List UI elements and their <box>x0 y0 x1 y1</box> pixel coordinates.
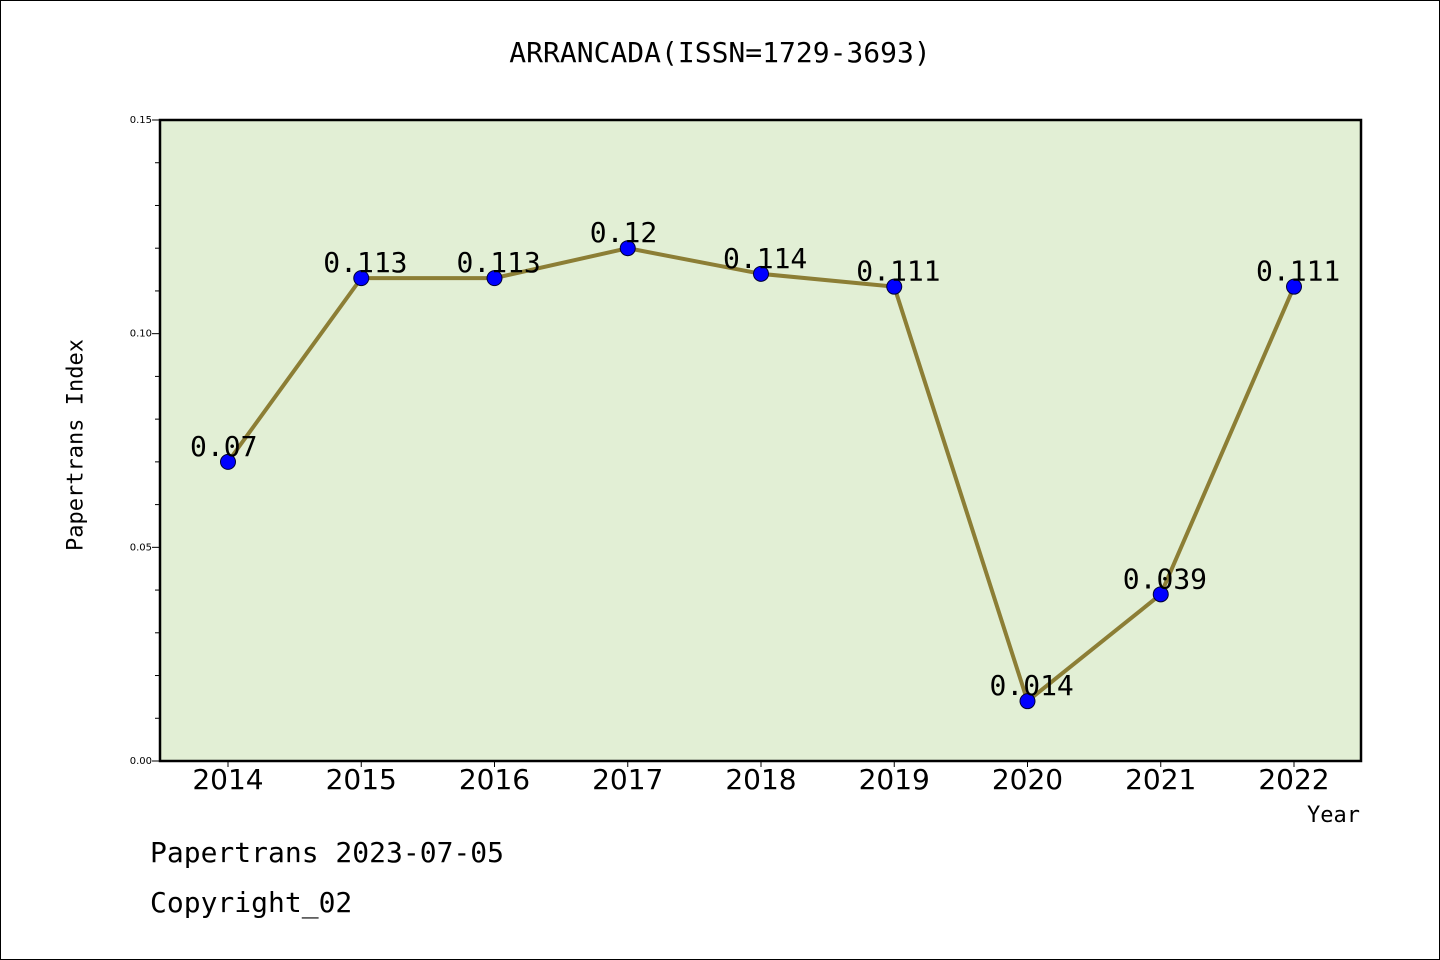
data-label: 0.113 <box>323 246 407 279</box>
x-tick-label: 2017 <box>592 763 663 796</box>
plot-area <box>160 120 1361 761</box>
series-line-segment <box>625 246 763 276</box>
data-label: 0.113 <box>457 246 541 279</box>
data-point <box>886 278 903 295</box>
footer-copyright: Copyright_02 <box>150 886 353 919</box>
x-tick-label: 2018 <box>725 763 796 796</box>
chart-title: ARRANCADA(ISSN=1729-3693) <box>509 36 931 69</box>
data-point <box>1286 278 1302 295</box>
y-tick-label: 0.05 <box>130 542 152 553</box>
x-tick-label: 2021 <box>1125 763 1196 796</box>
x-tick-label: 2014 <box>192 763 263 796</box>
series-line-segment <box>892 284 1030 704</box>
data-label: 0.014 <box>990 669 1074 702</box>
data-point <box>486 270 503 287</box>
data-point <box>220 453 236 470</box>
series-line-segment <box>759 271 897 289</box>
y-tick-label: 0.10 <box>130 329 152 340</box>
y-tick-label: 0.15 <box>130 115 152 126</box>
data-point <box>1152 586 1169 603</box>
series-line-segment <box>226 276 364 464</box>
series-line-segment <box>1025 592 1163 704</box>
x-axis-label: Year <box>1307 803 1360 828</box>
data-point <box>1019 693 1036 710</box>
data-label: 0.111 <box>1256 255 1340 288</box>
x-tick-label: 2020 <box>992 763 1063 796</box>
data-point <box>619 240 636 257</box>
data-label: 0.12 <box>590 216 657 249</box>
data-label: 0.07 <box>190 430 257 463</box>
data-label: 0.114 <box>723 242 807 275</box>
plot-border <box>158 118 1363 763</box>
x-tick-label: 2015 <box>326 763 397 796</box>
x-tick-label: 2016 <box>459 763 530 796</box>
footer-date: Papertrans 2023-07-05 <box>150 836 505 869</box>
data-label: 0.039 <box>1123 562 1207 595</box>
x-tick-label: 2022 <box>1258 763 1329 796</box>
data-point <box>353 270 370 287</box>
x-tick-label: 2019 <box>859 763 930 796</box>
data-point <box>753 265 769 282</box>
series-line-segment <box>492 246 630 281</box>
y-tick-label: 0.00 <box>130 756 152 767</box>
data-label: 0.111 <box>856 255 940 288</box>
series-line-segment <box>1158 284 1296 597</box>
